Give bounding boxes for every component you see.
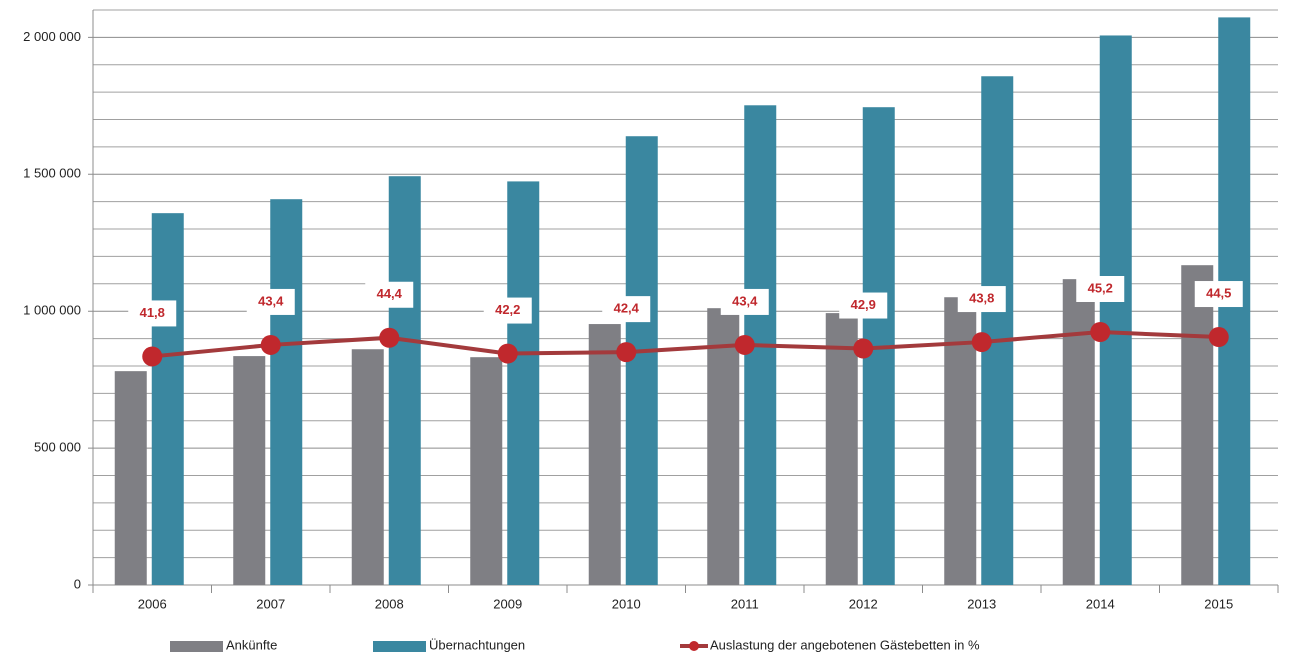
bar <box>1181 265 1214 585</box>
data-label-box <box>1076 276 1125 302</box>
legend-label: Ankünfte <box>226 637 277 652</box>
bar <box>114 371 147 585</box>
x-tick-label: 2011 <box>731 596 759 611</box>
x-tick-label: 2008 <box>375 596 404 611</box>
data-label-box <box>602 296 651 323</box>
legend-swatch-marker <box>689 641 699 651</box>
bar <box>981 76 1014 585</box>
bar <box>270 199 303 585</box>
y-tick-label: 1 000 000 <box>23 303 81 318</box>
bar <box>388 176 421 585</box>
line <box>152 329 1219 359</box>
data-label-box <box>720 288 769 315</box>
line-marker <box>616 342 637 363</box>
line-marker <box>1090 322 1111 342</box>
y-tick-label: 2 000 000 <box>23 29 81 44</box>
legend-label: Auslastung der angebotenen Gästebetten i… <box>710 637 980 652</box>
line-marker <box>1208 327 1229 348</box>
bar <box>470 357 503 585</box>
bar <box>151 213 184 585</box>
data-label-box <box>1194 281 1243 308</box>
data-label: 44,5 <box>1206 285 1231 300</box>
x-tick-label: 2012 <box>849 596 878 611</box>
bar <box>233 356 266 585</box>
line-marker <box>497 343 518 364</box>
data-label-box <box>483 297 532 324</box>
line-marker <box>260 334 281 355</box>
y-tick-label: 0 <box>74 576 81 591</box>
x-tick-label: 2014 <box>1086 596 1115 611</box>
y-tick-label: 500 000 <box>34 440 81 455</box>
legend-label: Übernachtungen <box>429 637 525 652</box>
x-tick-label: 2015 <box>1204 596 1233 611</box>
bar <box>1099 35 1132 585</box>
y-tick-label: 1 500 000 <box>23 166 81 181</box>
bar <box>944 297 977 585</box>
line-marker <box>853 338 874 359</box>
data-label: 43,4 <box>258 293 284 308</box>
line-marker <box>971 332 992 353</box>
bar <box>825 313 858 585</box>
bar <box>707 308 740 585</box>
data-label-box <box>128 300 177 327</box>
data-label: 42,9 <box>851 297 876 312</box>
data-label: 41,8 <box>140 305 165 320</box>
data-label: 43,8 <box>969 291 994 306</box>
bar <box>507 181 540 585</box>
line-marker <box>142 346 163 367</box>
data-label-box <box>839 292 888 319</box>
bar <box>1062 279 1095 585</box>
data-label: 42,4 <box>614 301 640 316</box>
legend-swatch <box>373 641 426 652</box>
data-label: 43,4 <box>732 293 758 308</box>
data-label: 44,4 <box>377 286 403 301</box>
x-tick-label: 2009 <box>493 596 522 611</box>
x-tick-label: 2010 <box>612 596 641 611</box>
data-label: 45,2 <box>1088 280 1113 295</box>
data-label: 42,2 <box>495 302 520 317</box>
x-tick-label: 2006 <box>138 596 167 611</box>
line-marker <box>734 334 755 355</box>
line-marker <box>379 327 400 348</box>
data-label-box <box>365 281 414 308</box>
data-label-box <box>957 286 1006 313</box>
bar <box>351 349 384 585</box>
x-tick-label: 2007 <box>256 596 285 611</box>
bar <box>588 324 621 585</box>
legend-swatch <box>170 641 223 652</box>
x-tick-label: 2013 <box>967 596 996 611</box>
data-label-box <box>246 288 295 315</box>
